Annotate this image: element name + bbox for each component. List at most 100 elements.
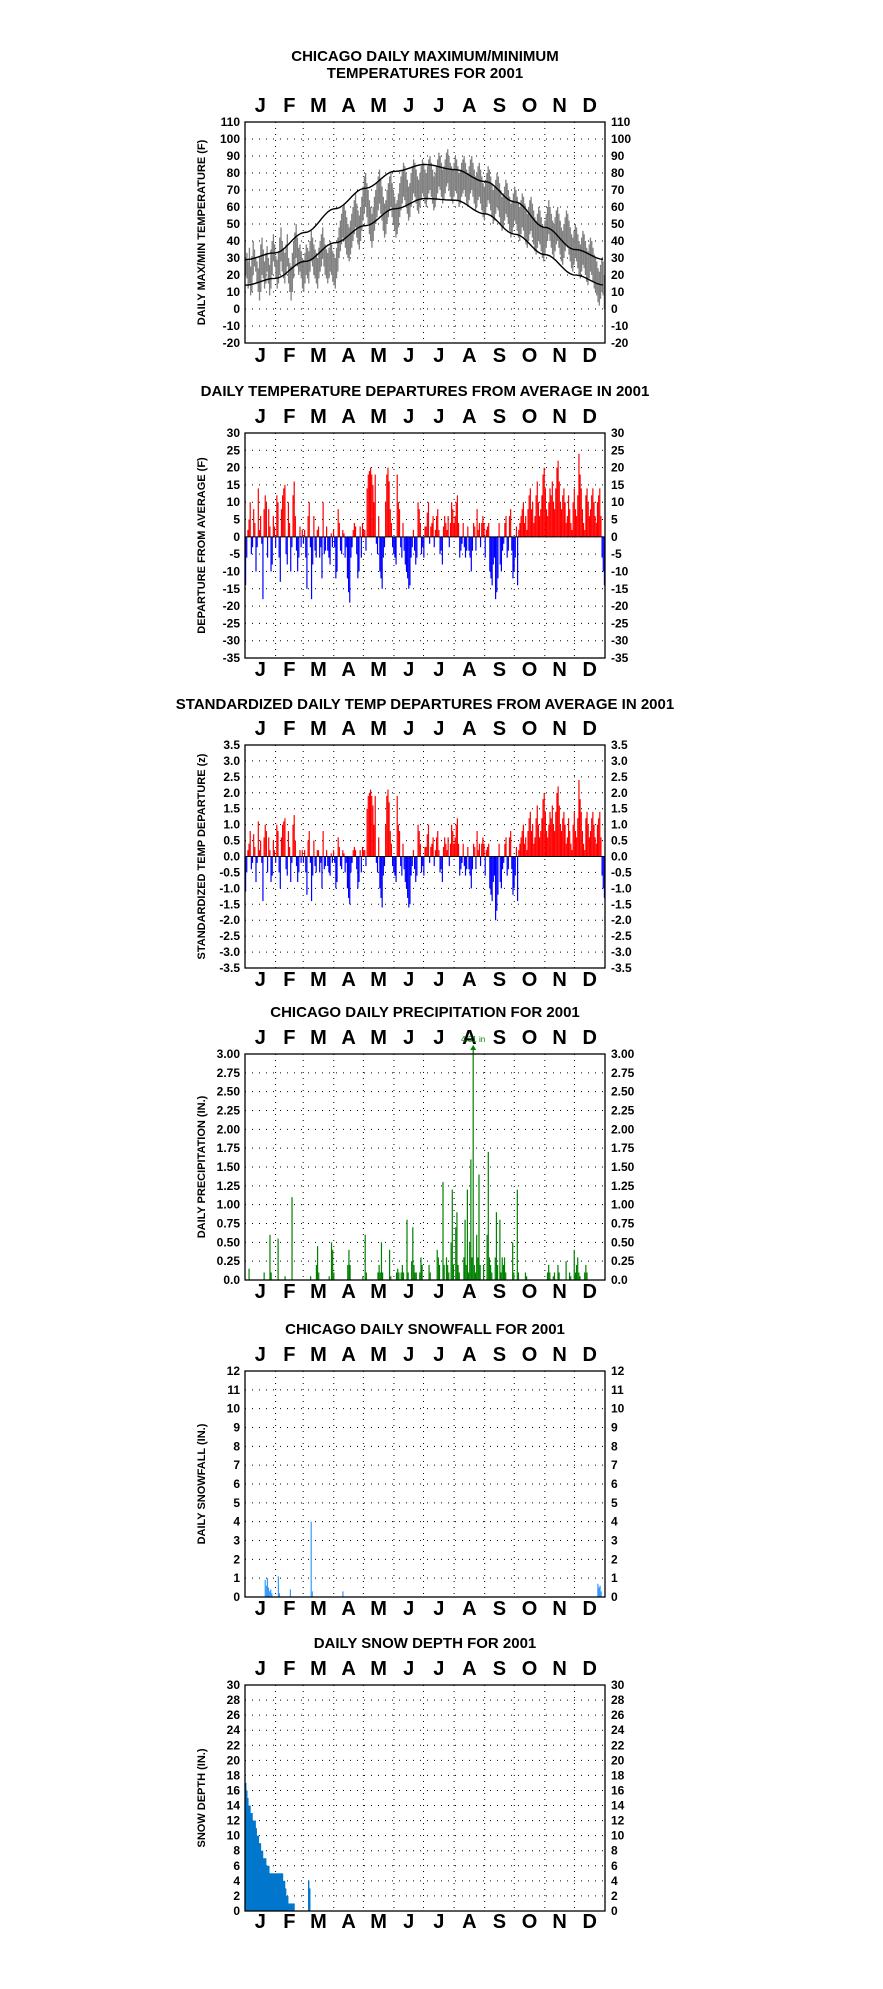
- depth-bar: [258, 1843, 261, 1911]
- prcp-month-label-top: M: [370, 1027, 387, 1049]
- depth-ytick-right: 6: [611, 1859, 618, 1873]
- std-month-label-bottom: J: [255, 969, 266, 991]
- depth-ytick-right: 0: [611, 1904, 618, 1918]
- prcp-month-label-top: S: [493, 1027, 506, 1049]
- temp-ytick-right: 40: [611, 234, 625, 248]
- depth-bar: [264, 1858, 267, 1911]
- temp-ytick-left: 50: [227, 217, 241, 231]
- depth-bar: [309, 1888, 311, 1911]
- prcp-ytick-left: 2.75: [217, 1066, 241, 1080]
- dep-month-label-top: S: [493, 406, 506, 428]
- depth-month-label-top: M: [310, 1658, 327, 1680]
- dep-month-label-top: J: [255, 406, 266, 428]
- snow-ytick-left: 7: [233, 1458, 240, 1472]
- std-ylabel: STANDARDIZED TEMP DEPARTURE (z): [196, 753, 208, 959]
- depth-bar: [307, 1880, 310, 1911]
- snow-ytick-left: 4: [233, 1515, 240, 1529]
- depth-ytick-right: 30: [611, 1678, 625, 1692]
- snow-ytick-left: 5: [233, 1496, 240, 1510]
- dep-ytick-left: -5: [229, 547, 240, 561]
- temp-ytick-right: -20: [611, 336, 629, 350]
- std-month-label-top: J: [255, 718, 266, 740]
- std-chart: STANDARDIZED DAILY TEMP DEPARTURES FROM …: [176, 696, 674, 991]
- snow-ytick-left: 1: [233, 1571, 240, 1585]
- depth-ytick-right: 2: [611, 1889, 618, 1903]
- depth-month-label-bottom: J: [255, 1911, 266, 1933]
- std-title: STANDARDIZED DAILY TEMP DEPARTURES FROM …: [176, 696, 674, 713]
- depth-month-label-bottom: N: [552, 1911, 566, 1933]
- snow-ytick-right: 7: [611, 1458, 618, 1472]
- std-month-label-bottom: S: [493, 969, 506, 991]
- prcp-ytick-right: 0.75: [611, 1217, 635, 1231]
- prcp-chart: CHICAGO DAILY PRECIPITATION FOR 2001JJFF…: [196, 1004, 635, 1303]
- temp-month-label-bottom: D: [582, 345, 596, 367]
- std-ytick-right: 1.5: [611, 802, 628, 816]
- temp-ytick-left: -10: [223, 319, 241, 333]
- temp-normal-max-line: [244, 163, 604, 261]
- depth-month-label-bottom: A: [462, 1911, 476, 1933]
- depth-ytick-left: 16: [227, 1783, 241, 1797]
- dep-month-label-top: J: [403, 406, 414, 428]
- snow-ytick-right: 8: [611, 1439, 618, 1453]
- prcp-ytick-left: 0.0: [223, 1273, 240, 1287]
- std-month-label-top: M: [310, 718, 327, 740]
- prcp-month-label-top: J: [433, 1027, 444, 1049]
- dep-chart: DAILY TEMPERATURE DEPARTURES FROM AVERAG…: [196, 383, 649, 681]
- temp-ytick-left: 40: [227, 234, 241, 248]
- snow-month-label-top: J: [403, 1344, 414, 1366]
- temp-ylabel: DAILY MAX/MIN TEMPERATURE (F): [196, 139, 208, 325]
- temp-chart: CHICAGO DAILY MAXIMUM/MINIMUMTEMPERATURE…: [196, 48, 631, 367]
- snow-ytick-right: 4: [611, 1515, 618, 1529]
- snow-ytick-right: 6: [611, 1477, 618, 1491]
- snow-ytick-right: 1: [611, 1571, 618, 1585]
- dep-ytick-right: -35: [611, 651, 629, 665]
- depth-month-label-bottom: F: [283, 1911, 295, 1933]
- temp-month-label-top: F: [283, 95, 295, 117]
- prcp-ytick-left: 0.25: [217, 1254, 241, 1268]
- temp-month-label-bottom: A: [341, 345, 355, 367]
- depth-bar: [272, 1873, 274, 1911]
- snow-month-label-bottom: J: [433, 1598, 444, 1620]
- temp-month-label-top: A: [341, 95, 355, 117]
- dep-month-label-bottom: O: [522, 659, 538, 681]
- depth-title: DAILY SNOW DEPTH FOR 2001: [314, 1635, 537, 1652]
- depth-ytick-left: 12: [227, 1814, 241, 1828]
- depth-bar: [279, 1873, 282, 1911]
- prcp-month-label-bottom: S: [493, 1281, 506, 1303]
- dep-month-label-top: N: [552, 406, 566, 428]
- depth-bar: [280, 1873, 283, 1911]
- std-month-label-top: A: [462, 718, 476, 740]
- depth-bar: [254, 1820, 256, 1911]
- prcp-ytick-right: 1.00: [611, 1198, 635, 1212]
- prcp-max-annotation: 4.31 in: [461, 1035, 485, 1044]
- temp-ytick-right: -10: [611, 319, 629, 333]
- prcp-ytick-left: 2.00: [217, 1122, 241, 1136]
- std-ytick-left: -2.5: [219, 929, 240, 943]
- dep-month-label-bottom: A: [341, 659, 355, 681]
- prcp-ytick-right: 0.25: [611, 1254, 635, 1268]
- std-month-label-top: O: [522, 718, 538, 740]
- temp-month-label-bottom: M: [370, 345, 387, 367]
- prcp-ytick-right: 0.0: [611, 1273, 628, 1287]
- depth-bar: [291, 1903, 293, 1911]
- snow-ytick-left: 12: [227, 1364, 241, 1378]
- snow-month-label-bottom: N: [552, 1598, 566, 1620]
- depth-ytick-left: 2: [233, 1889, 240, 1903]
- temp-plot-frame: [244, 121, 606, 344]
- snow-month-label-top: N: [552, 1344, 566, 1366]
- prcp-month-label-bottom: N: [552, 1281, 566, 1303]
- snow-month-label-top: D: [582, 1344, 596, 1366]
- depth-month-label-bottom: S: [493, 1911, 506, 1933]
- snow-month-label-bottom: A: [341, 1598, 355, 1620]
- depth-bar: [262, 1858, 265, 1911]
- snow-month-label-bottom: D: [582, 1598, 596, 1620]
- dep-ytick-left: 25: [227, 443, 241, 457]
- snow-month-label-top: J: [255, 1344, 266, 1366]
- prcp-month-label-top: F: [283, 1027, 295, 1049]
- std-plot-frame: [244, 744, 606, 969]
- snow-month-label-top: J: [433, 1344, 444, 1366]
- std-month-label-bottom: O: [522, 969, 538, 991]
- depth-bar: [245, 1782, 247, 1911]
- std-ytick-left: -3.5: [219, 961, 240, 975]
- dep-month-label-bottom: N: [552, 659, 566, 681]
